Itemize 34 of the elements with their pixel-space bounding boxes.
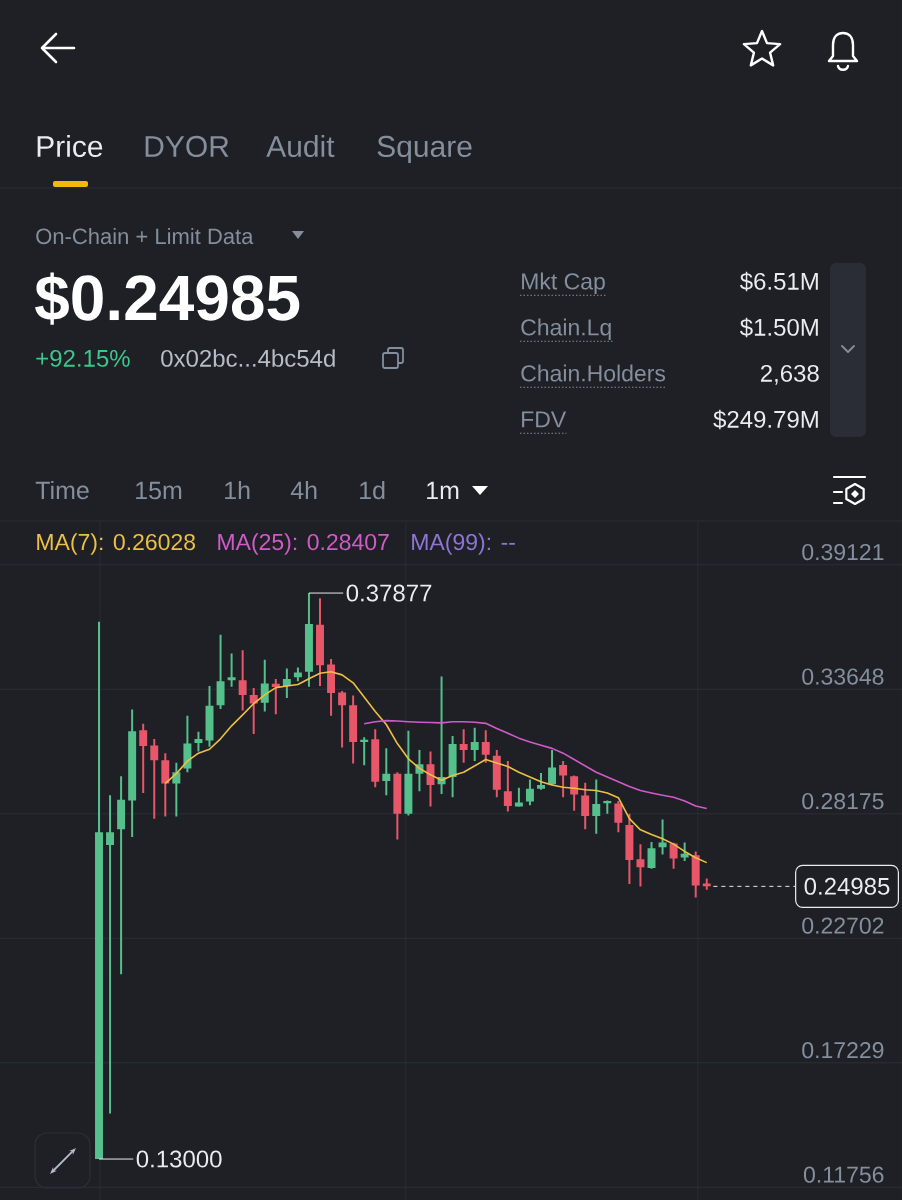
text: Chain.Lq: [521, 318, 611, 341]
text: FDV: [522, 411, 567, 428]
y-tick-label: 0.28175: [802, 792, 884, 810]
text: 1m: [427, 481, 459, 499]
text: MA(25): 0.28407: [218, 533, 389, 555]
y-tick-label: 0.17229: [802, 1042, 884, 1059]
text: $1.50M: [740, 317, 818, 338]
y-tick-label: 0.33648: [802, 668, 884, 685]
text: $6.51M: [740, 271, 818, 292]
text: 4h: [290, 480, 317, 499]
text: 15m: [136, 481, 182, 500]
text: Mkt Cap: [522, 272, 605, 295]
annotation: 0.13000: [136, 1150, 222, 1168]
text: +92.15%: [36, 349, 130, 367]
annotation: 0.37877: [346, 584, 432, 602]
text: Square: [377, 135, 472, 164]
text: Audit: [266, 135, 335, 158]
text: On-Chain + Limit Data: [36, 227, 254, 245]
text: Price: [37, 135, 103, 158]
text: Chain.Holders: [521, 364, 666, 382]
text: MA(7): 0.26028: [37, 533, 196, 555]
y-tick-label: 0.39121: [802, 543, 884, 561]
annotation: MA(99): --: [412, 533, 515, 555]
y-tick-label: 0.11756: [803, 1166, 884, 1183]
text: 0x02bc...4bc54d: [161, 349, 335, 367]
text: $0.24985: [35, 272, 300, 325]
y-tick-label: 0.22702: [802, 917, 884, 934]
text: Time: [35, 480, 89, 500]
ref-line-label: 0.24985: [804, 877, 890, 895]
text: $249.79M: [713, 409, 818, 430]
text: 1d: [360, 480, 385, 500]
text: 1h: [225, 480, 250, 499]
text: 2,638: [760, 364, 819, 385]
text: DYOR: [145, 135, 229, 158]
